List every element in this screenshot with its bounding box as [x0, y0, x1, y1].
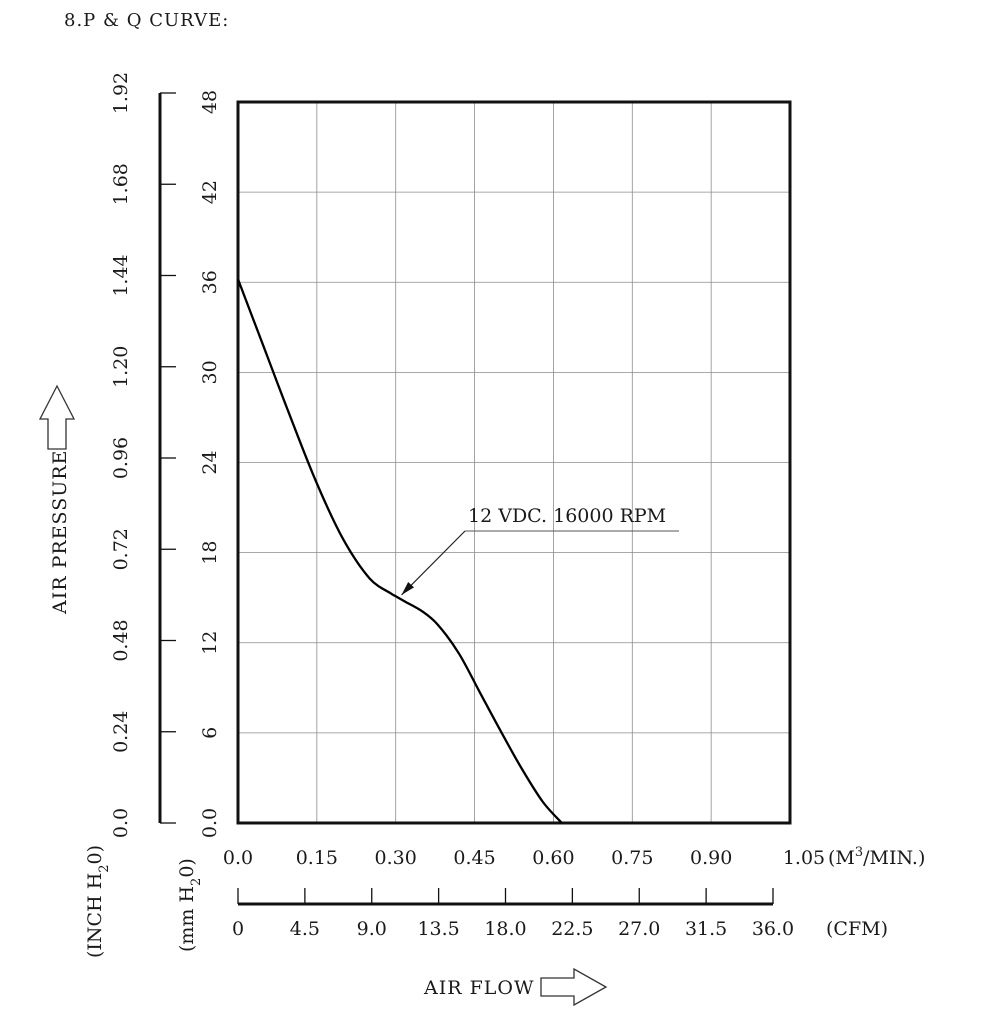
inch-axis-ticks	[160, 92, 176, 824]
annotation-pointer	[401, 530, 466, 596]
annotation-arrowhead	[401, 581, 415, 595]
inch-tick-label: 0.72	[110, 528, 132, 570]
mm-tick-label: 36	[199, 270, 221, 294]
inch-h2o-unit: (INCH H20)	[84, 845, 112, 958]
x-tick-label: 0.0	[223, 847, 253, 869]
cfm-tick-label: 27.0	[618, 918, 660, 940]
inch-tick-label: 1.92	[110, 72, 132, 114]
grid	[238, 102, 790, 823]
arrow-up-icon	[38, 384, 76, 450]
x-tick-label: 0.75	[611, 847, 653, 869]
cfm-tick-label: 22.5	[551, 918, 593, 940]
inch-tick-label: 0.24	[110, 711, 132, 753]
cfm-tick-label: 9.0	[357, 918, 387, 940]
x-axis-m3-unit: (M3/MIN.)	[828, 845, 925, 869]
x-tick-label: 0.90	[690, 847, 732, 869]
x-tick-label: 0.15	[296, 847, 338, 869]
inch-tick-label: 1.44	[110, 254, 132, 296]
x-tick-label: 0.45	[453, 847, 495, 869]
mm-tick-label: 6	[199, 727, 221, 739]
air-pressure-label: AIR PRESSURE	[49, 450, 71, 615]
inch-axis-tick-labels: 0.0 0.24 0.48 0.72 0.96 1.20 1.44 1.68 1.92	[110, 72, 132, 838]
air-flow-label: AIR FLOW	[423, 977, 534, 999]
mm-tick-label: 30	[199, 360, 221, 384]
cfm-tick-label: 31.5	[685, 918, 727, 940]
x-tick-label: 0.30	[375, 847, 417, 869]
cfm-unit: (CFM)	[826, 918, 888, 940]
x-tick-label: 0.60	[532, 847, 574, 869]
series-line-12vdc-16000rpm	[236, 278, 563, 824]
mm-tick-label: 24	[199, 450, 221, 474]
plot-frame	[236, 100, 792, 825]
mm-tick-label: 42	[199, 180, 221, 204]
cfm-tick-label: 4.5	[290, 918, 320, 940]
chart-title: 8.P & Q CURVE:	[64, 10, 229, 31]
cfm-tick-label: 13.5	[417, 918, 459, 940]
inch-tick-label: 0.48	[110, 619, 132, 661]
cfm-tick-label: 36.0	[752, 918, 794, 940]
inch-tick-label: 1.20	[110, 346, 132, 388]
annotation-label: 12 VDC. 16000 RPM	[468, 505, 666, 527]
x-axis-m3-tick-labels: 0.0 0.15 0.30 0.45 0.60 0.75 0.90 1.05	[223, 847, 825, 869]
inch-tick-label: 1.68	[110, 163, 132, 205]
cfm-tick-label: 0	[232, 918, 244, 940]
cfm-tick-label: 18.0	[484, 918, 526, 940]
mm-tick-label: 0.0	[199, 808, 221, 838]
cfm-axis-tick-labels: 0 4.5 9.0 13.5 18.0 22.5 27.0 31.5 36.0	[232, 918, 794, 940]
arrow-right-icon	[540, 967, 608, 1007]
mm-axis-tick-labels: 0.0 6 12 18 24 30 36 42 48	[199, 90, 221, 838]
mm-tick-label: 18	[199, 541, 221, 565]
inch-tick-label: 0.96	[110, 437, 132, 479]
curve-annotation: 12 VDC. 16000 RPM	[401, 505, 679, 596]
mm-tick-label: 48	[199, 90, 221, 114]
cfm-axis-ticks	[237, 888, 774, 904]
mm-tick-label: 12	[199, 631, 221, 655]
inch-tick-label: 0.0	[110, 808, 132, 838]
x-tick-label: 1.05	[783, 847, 825, 869]
mm-h2o-unit: (mm H20)	[176, 858, 204, 952]
